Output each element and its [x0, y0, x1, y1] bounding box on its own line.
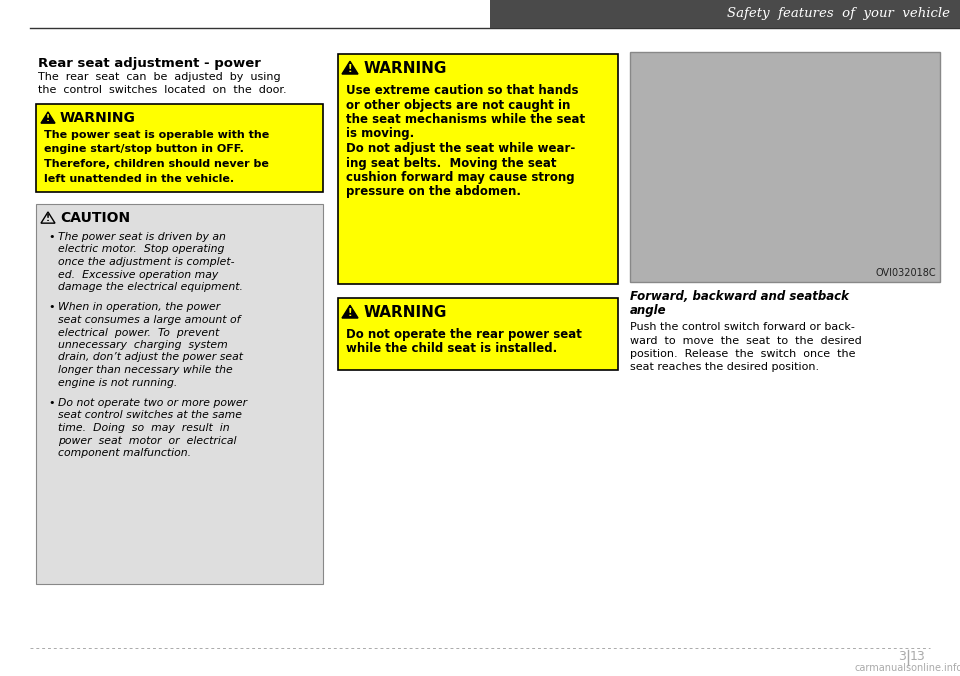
Text: ward  to  move  the  seat  to  the  desired: ward to move the seat to the desired [630, 335, 862, 345]
Text: Forward, backward and seatback: Forward, backward and seatback [630, 290, 849, 303]
Text: engine is not running.: engine is not running. [58, 377, 178, 387]
Text: time.  Doing  so  may  result  in: time. Doing so may result in [58, 423, 229, 433]
Polygon shape [342, 306, 358, 318]
Text: unnecessary  charging  system: unnecessary charging system [58, 340, 228, 350]
Text: !: ! [348, 64, 352, 74]
Text: •: • [48, 232, 55, 242]
Text: The power seat is driven by an: The power seat is driven by an [58, 232, 226, 242]
Text: electric motor.  Stop operating: electric motor. Stop operating [58, 245, 225, 254]
Text: The power seat is operable with the: The power seat is operable with the [44, 130, 269, 140]
Text: 3: 3 [899, 650, 906, 664]
Text: engine start/stop button in OFF.: engine start/stop button in OFF. [44, 145, 244, 155]
Bar [490, 0, 960, 28]
Text: Safety  features  of  your  vehicle: Safety features of your vehicle [727, 7, 950, 20]
Text: !: ! [46, 214, 50, 223]
Text: longer than necessary while the: longer than necessary while the [58, 365, 232, 375]
Text: is moving.: is moving. [346, 128, 415, 141]
Text: Rear seat adjustment - power: Rear seat adjustment - power [38, 57, 261, 70]
Text: Do not adjust the seat while wear-: Do not adjust the seat while wear- [346, 142, 575, 155]
Text: !: ! [348, 308, 352, 318]
Text: seat control switches at the same: seat control switches at the same [58, 410, 242, 420]
Text: angle: angle [630, 304, 666, 317]
Bar [338, 298, 618, 370]
Text: seat reaches the desired position.: seat reaches the desired position. [630, 362, 819, 372]
Text: pressure on the abdomen.: pressure on the abdomen. [346, 185, 521, 199]
Text: position.  Release  the  switch  once  the: position. Release the switch once the [630, 349, 855, 359]
Text: 13: 13 [910, 650, 925, 664]
Text: Therefore, children should never be: Therefore, children should never be [44, 159, 269, 169]
Text: ing seat belts.  Moving the seat: ing seat belts. Moving the seat [346, 157, 557, 170]
Text: damage the electrical equipment.: damage the electrical equipment. [58, 282, 243, 292]
Text: •: • [48, 302, 55, 312]
Text: WARNING: WARNING [60, 111, 136, 125]
Text: OVI032018C: OVI032018C [876, 268, 936, 278]
Text: WARNING: WARNING [364, 61, 447, 76]
Text: Push the control switch forward or back-: Push the control switch forward or back- [630, 322, 854, 332]
Text: The  rear  seat  can  be  adjusted  by  using: The rear seat can be adjusted by using [38, 72, 280, 82]
Text: left unattended in the vehicle.: left unattended in the vehicle. [44, 174, 234, 183]
Text: electrical  power.  To  prevent: electrical power. To prevent [58, 327, 219, 337]
Text: power  seat  motor  or  electrical: power seat motor or electrical [58, 435, 236, 445]
Text: the  control  switches  located  on  the  door.: the control switches located on the door… [38, 85, 287, 95]
Text: ed.  Excessive operation may: ed. Excessive operation may [58, 270, 218, 279]
Text: •: • [48, 398, 55, 408]
Bar [630, 52, 940, 282]
Text: CAUTION: CAUTION [60, 211, 131, 225]
Text: WARNING: WARNING [364, 305, 447, 320]
Polygon shape [41, 112, 55, 123]
Text: once the adjustment is complet-: once the adjustment is complet- [58, 257, 234, 267]
Bar [36, 204, 323, 584]
Text: while the child seat is installed.: while the child seat is installed. [346, 343, 557, 356]
Bar [36, 104, 323, 192]
Text: carmanualsonline.info: carmanualsonline.info [854, 663, 960, 673]
Polygon shape [342, 62, 358, 74]
Text: or other objects are not caught in: or other objects are not caught in [346, 99, 570, 112]
Text: Do not operate two or more power: Do not operate two or more power [58, 398, 247, 408]
Bar [338, 54, 618, 284]
Text: seat consumes a large amount of: seat consumes a large amount of [58, 315, 241, 325]
Text: component malfunction.: component malfunction. [58, 448, 191, 458]
Text: cushion forward may cause strong: cushion forward may cause strong [346, 171, 575, 184]
Text: drain, don’t adjust the power seat: drain, don’t adjust the power seat [58, 352, 243, 362]
Text: Do not operate the rear power seat: Do not operate the rear power seat [346, 328, 582, 341]
Text: the seat mechanisms while the seat: the seat mechanisms while the seat [346, 113, 586, 126]
Text: !: ! [46, 114, 50, 123]
Text: When in operation, the power: When in operation, the power [58, 302, 220, 312]
Text: Use extreme caution so that hands: Use extreme caution so that hands [346, 84, 579, 97]
